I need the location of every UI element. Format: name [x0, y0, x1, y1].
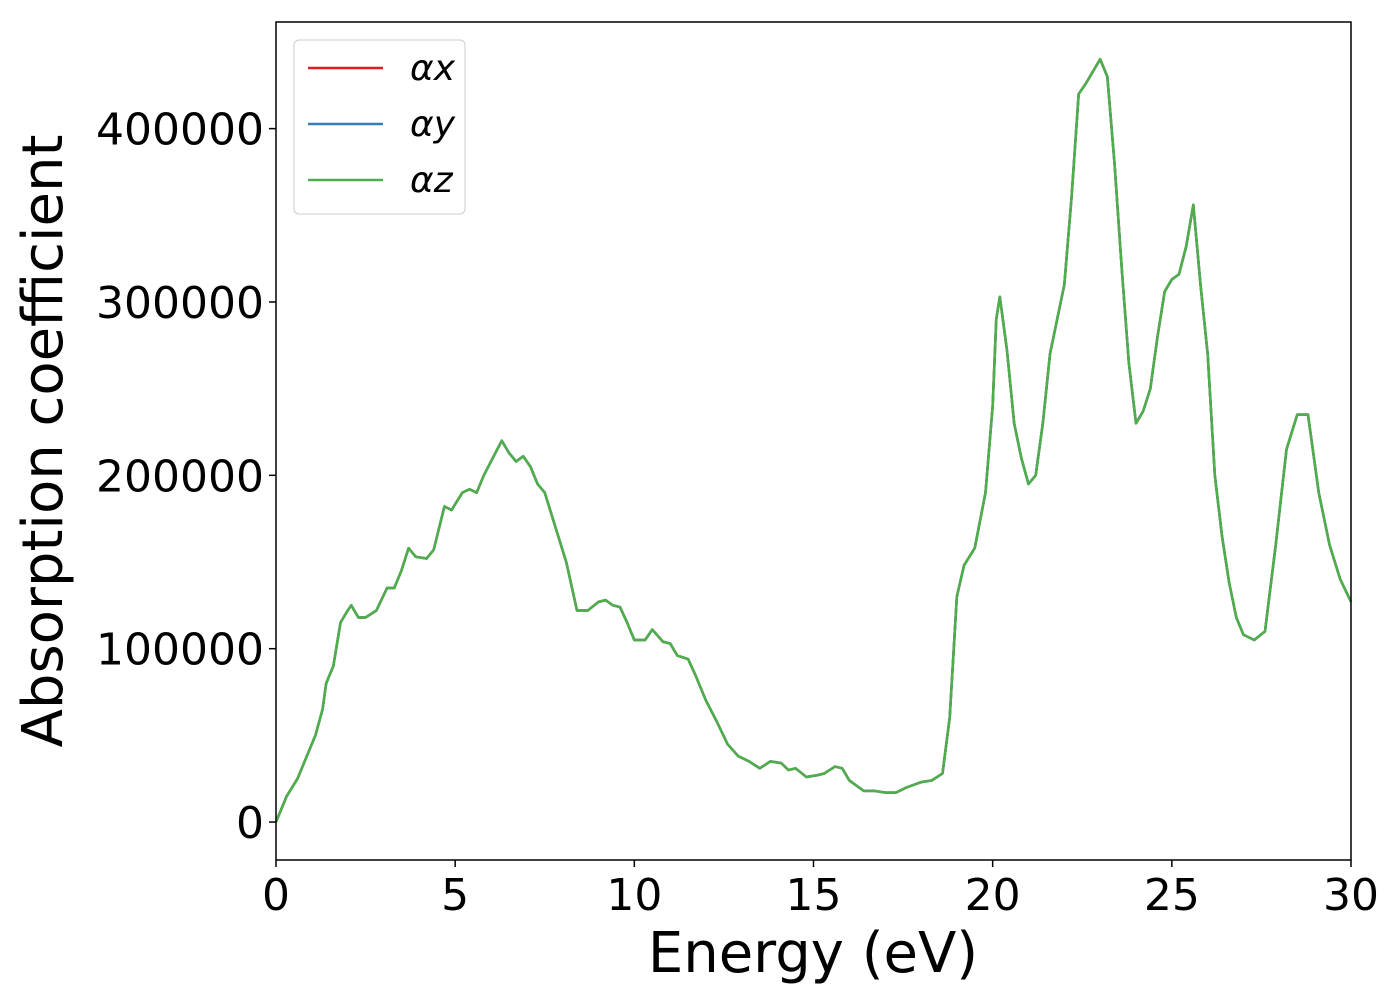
y-axis-label: Absorption coefficient [11, 135, 76, 748]
legend-label: αz [410, 160, 454, 201]
y-tick-label: 0 [236, 798, 264, 849]
x-tick-label: 5 [441, 870, 469, 921]
x-tick-label: 30 [1323, 870, 1379, 921]
y-tick-label: 400000 [96, 105, 264, 156]
legend: αx αy αz [293, 39, 466, 215]
x-axis-label: Energy (eV) [648, 921, 978, 986]
line-series [274, 58, 1353, 823]
y-tick-label: 200000 [96, 451, 264, 502]
x-tick-label: 25 [1144, 870, 1200, 921]
x-tick-label: 20 [965, 870, 1021, 921]
y-tick-label: 100000 [96, 625, 264, 676]
plot-frame [275, 21, 1352, 861]
x-tick-label: 10 [606, 870, 662, 921]
legend-label: αx [410, 48, 456, 89]
y-tick-label: 300000 [96, 278, 264, 329]
legend-box [293, 39, 466, 215]
legend-label: αy [410, 104, 456, 145]
x-tick-label: 0 [262, 870, 290, 921]
x-tick-label: 15 [786, 870, 842, 921]
